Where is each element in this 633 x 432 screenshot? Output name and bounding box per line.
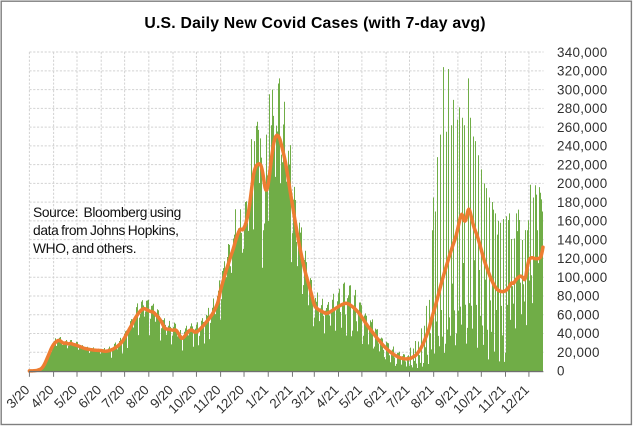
svg-text:80,000: 80,000 xyxy=(557,289,600,304)
svg-text:240,000: 240,000 xyxy=(557,139,608,154)
svg-text:160,000: 160,000 xyxy=(557,214,608,229)
svg-text:200,000: 200,000 xyxy=(557,176,608,191)
svg-text:40,000: 40,000 xyxy=(557,326,600,341)
svg-text:100,000: 100,000 xyxy=(557,270,608,285)
svg-text:0: 0 xyxy=(557,364,565,379)
svg-text:data from Johns Hopkins,: data from Johns Hopkins, xyxy=(33,223,179,238)
svg-text:140,000: 140,000 xyxy=(557,232,608,247)
svg-text:180,000: 180,000 xyxy=(557,195,608,210)
svg-text:320,000: 320,000 xyxy=(557,64,608,79)
svg-text:60,000: 60,000 xyxy=(557,307,600,322)
svg-text:WHO, and others.: WHO, and others. xyxy=(33,241,136,256)
svg-text:260,000: 260,000 xyxy=(557,120,608,135)
svg-text:U.S. Daily New Covid Cases (wi: U.S. Daily New Covid Cases (with 7-day a… xyxy=(144,15,485,32)
svg-text:120,000: 120,000 xyxy=(557,251,608,266)
svg-text:340,000: 340,000 xyxy=(557,45,608,60)
svg-text:220,000: 220,000 xyxy=(557,157,608,172)
svg-text:20,000: 20,000 xyxy=(557,345,600,360)
svg-text:280,000: 280,000 xyxy=(557,101,608,116)
svg-text:300,000: 300,000 xyxy=(557,82,608,97)
svg-text:Source: Bloomberg using: Source: Bloomberg using xyxy=(33,205,181,220)
